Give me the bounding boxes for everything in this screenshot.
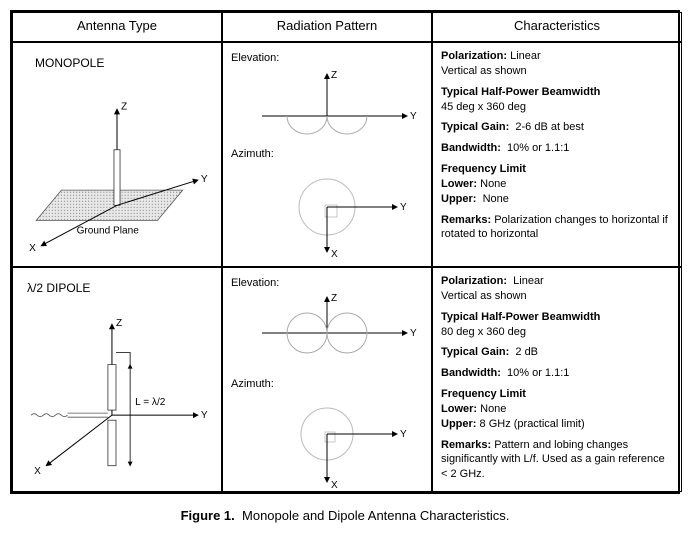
svg-text:Y: Y (410, 111, 417, 122)
svg-text:Y: Y (400, 429, 407, 440)
header-antenna-type: Antenna Type (12, 12, 222, 42)
monopole-title: MONOPOLE (35, 55, 213, 71)
axis-y: Y (201, 174, 208, 185)
svg-text:Y: Y (400, 202, 407, 213)
elevation-label: Elevation: (231, 276, 423, 291)
monopole-pattern-cell: Elevation: Z Y Azimuth: (222, 42, 432, 267)
dipole-pattern-cell: Elevation: Z Y Azimuth: (222, 267, 432, 492)
header-characteristics: Characteristics (432, 12, 682, 42)
axis-z: Z (121, 102, 127, 113)
dipole-diagram: Z Y X L = λ/2 (21, 304, 213, 486)
svg-text:Z: Z (331, 293, 337, 304)
ground-plane-label: Ground Plane (77, 226, 140, 237)
monopole-characteristics: Polarization: LinearVertical as shown Ty… (432, 42, 682, 267)
header-radiation-pattern: Radiation Pattern (222, 12, 432, 42)
dipole-azimuth-diagram: Y X (231, 392, 423, 492)
svg-text:Z: Z (331, 70, 337, 81)
monopole-diagram: Ground Plane Z Y X (21, 79, 213, 251)
dipole-type-cell: λ/2 DIPOLE Z Y X (12, 267, 222, 492)
dipole-title: λ/2 DIPOLE (27, 280, 213, 296)
svg-text:Y: Y (410, 328, 417, 339)
svg-text:Y: Y (201, 410, 208, 421)
monopole-type-cell: MONOPOLE Ground Plane Z Y (12, 42, 222, 267)
antenna-table: Antenna Type Radiation Pattern Character… (10, 10, 680, 494)
axis-x: X (29, 243, 36, 251)
dipole-characteristics: Polarization: LinearVertical as shown Ty… (432, 267, 682, 492)
azimuth-label: Azimuth: (231, 147, 423, 162)
svg-text:X: X (34, 466, 41, 477)
svg-text:X: X (331, 249, 338, 260)
elevation-label: Elevation: (231, 51, 423, 66)
monopole-azimuth-diagram: Y X (231, 162, 423, 262)
dipole-elevation-diagram: Z Y (231, 291, 423, 366)
length-label: L = λ/2 (135, 397, 166, 408)
azimuth-label: Azimuth: (231, 377, 423, 392)
svg-text:X: X (331, 480, 338, 491)
svg-text:Z: Z (116, 318, 122, 329)
monopole-elevation-diagram: Z Y (231, 66, 423, 136)
